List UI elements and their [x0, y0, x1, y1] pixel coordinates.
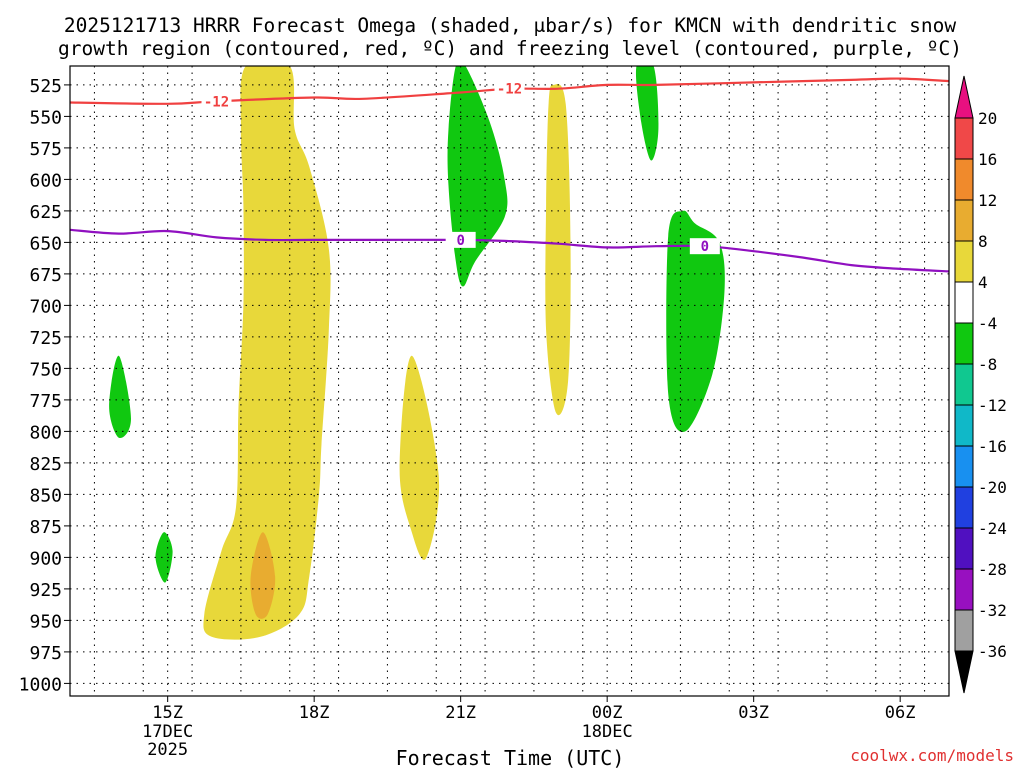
omega-region-yellow-lens-2000z	[399, 355, 440, 560]
x-tick-year: 2025	[147, 740, 188, 760]
grid-lines	[70, 66, 949, 696]
omega-region-yellow-pillar-2310z	[545, 83, 571, 416]
y-tick-label: 525	[29, 76, 62, 97]
plot-area	[70, 66, 949, 696]
omega-region-green-diamond-14z	[109, 355, 131, 439]
y-tick-label: 900	[29, 548, 62, 569]
colorbar-label: 8	[978, 232, 988, 251]
y-tick-label: 825	[29, 454, 62, 475]
colorbar: 20 16 12 8 4 -4 -8 -12 -16 -20 -24 -28 -32 -36	[954, 75, 1007, 694]
colorbar-band	[954, 445, 974, 488]
freezing-level-line	[70, 228, 949, 273]
colorbar-label: -36	[978, 642, 1007, 661]
colorbar-label: -4	[978, 314, 997, 333]
omega-shading	[109, 66, 725, 640]
y-tick-label: 575	[29, 139, 62, 160]
y-tick-label: 925	[29, 580, 62, 601]
freezing-level-line-label-bg	[445, 231, 476, 248]
omega-region-green-lobe-21z	[447, 66, 508, 287]
colorbar-label: 12	[978, 191, 997, 210]
colorbar-band	[954, 158, 974, 201]
colorbar-band	[954, 322, 974, 365]
x-tick-label: 03Z	[738, 703, 769, 723]
y-axis: 525 550 575 600 625 650 675 700 725 750 775 800 825 8…	[19, 76, 70, 695]
y-tick-label: 675	[29, 265, 62, 286]
colorbar-band	[954, 199, 974, 242]
colorbar-band	[954, 363, 974, 406]
colorbar-band	[954, 117, 974, 160]
omega-region-green-sliver-0100z	[636, 66, 659, 161]
colorbar-band	[954, 281, 974, 324]
y-tick-label: 600	[29, 170, 62, 191]
freezing-level-line-label: 0	[701, 239, 709, 255]
y-tick-label: 800	[29, 422, 62, 443]
y-tick-label: 775	[29, 391, 62, 412]
omega-region-yellow-main-column	[203, 66, 331, 640]
colorbar-label: -20	[978, 478, 1007, 497]
colorbar-band	[954, 568, 974, 611]
y-tick-label: 850	[29, 485, 62, 506]
title-line-1: 2025121713 HRRR Forecast Omega (shaded, …	[64, 14, 956, 37]
x-tick-label: 18Z	[299, 703, 330, 723]
dgz-contour-line-label: -12	[204, 94, 229, 110]
y-tick-label: 875	[29, 517, 62, 538]
x-tick-date: 18DEC	[582, 722, 633, 742]
x-tick-label: 00Z	[592, 703, 623, 723]
x-tick-label: 15Z	[152, 703, 183, 723]
omega-region-orange-core	[250, 532, 276, 619]
dgz-contour-line-label-bg	[201, 93, 232, 110]
title-line-2: growth region (contoured, red, ºC) and f…	[58, 37, 962, 60]
dgz-contour-line-label-bg	[494, 80, 525, 97]
colorbar-band	[954, 404, 974, 447]
colorbar-label: -24	[978, 519, 1007, 538]
colorbar-label: 20	[978, 109, 997, 128]
contour-labels: -12 -12 0 0	[201, 80, 720, 255]
ground-fill	[70, 698, 949, 701]
plot-frame	[69, 65, 950, 697]
ground-surface	[70, 698, 949, 701]
y-tick-label: 1000	[19, 674, 62, 695]
y-tick-label: 700	[29, 296, 62, 317]
freezing-level-line-label: 0	[456, 233, 464, 249]
x-tick-label: 06Z	[885, 703, 916, 723]
watermark: coolwx.com/models	[850, 746, 1014, 765]
colorbar-label: -16	[978, 437, 1007, 456]
dgz-contour-line-label: -12	[497, 82, 522, 98]
colorbar-label: -28	[978, 560, 1007, 579]
y-tick-label: 950	[29, 611, 62, 632]
colorbar-band	[954, 240, 974, 283]
omega-region-green-blob-1430z	[155, 532, 173, 583]
colorbar-label: -8	[978, 355, 997, 374]
y-tick-label: 750	[29, 359, 62, 380]
omega-region-green-oval-0200z	[666, 210, 725, 433]
y-tick-label: 725	[29, 328, 62, 349]
y-tick-label: 550	[29, 107, 62, 128]
colorbar-label: -12	[978, 396, 1007, 415]
colorbar-label: 16	[978, 150, 997, 169]
colorbar-label: -32	[978, 601, 1007, 620]
colorbar-band	[954, 486, 974, 529]
y-tick-label: 625	[29, 202, 62, 223]
colorbar-band	[954, 527, 974, 570]
colorbar-top-arrow	[954, 75, 974, 119]
y-tick-label: 975	[29, 643, 62, 664]
colorbar-band	[954, 609, 974, 652]
x-axis-title: Forecast Time (UTC)	[396, 746, 625, 768]
y-tick-label: 650	[29, 233, 62, 254]
x-tick-date: 17DEC	[142, 722, 193, 742]
colorbar-bottom-arrow	[954, 650, 974, 694]
colorbar-label: 4	[978, 273, 988, 292]
freezing-level-line-label-bg	[689, 238, 720, 255]
x-tick-label: 21Z	[445, 703, 476, 723]
